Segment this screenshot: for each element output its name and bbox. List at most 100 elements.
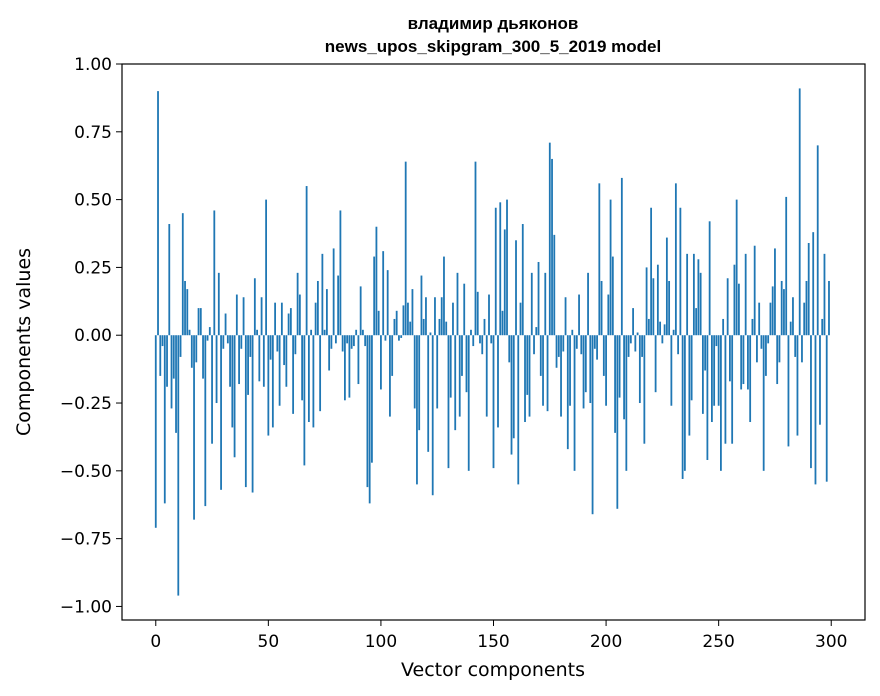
bar — [796, 335, 799, 436]
bar — [627, 335, 630, 357]
bars — [154, 88, 830, 596]
bar — [726, 278, 729, 336]
bar — [256, 329, 258, 336]
bar — [470, 329, 472, 336]
x-tick-label: 100 — [365, 632, 397, 652]
bar — [418, 335, 421, 431]
bar — [386, 270, 389, 336]
bar — [395, 310, 398, 336]
bar — [632, 308, 634, 336]
bar — [285, 335, 288, 387]
bar — [674, 183, 677, 336]
bar — [616, 335, 619, 509]
bar — [501, 310, 504, 336]
bar — [580, 335, 583, 355]
bar — [402, 305, 405, 336]
x-tick-label: 50 — [258, 632, 280, 652]
bar — [821, 318, 824, 336]
bar — [564, 297, 567, 336]
bar — [375, 226, 378, 336]
bar — [366, 335, 369, 488]
bar — [593, 335, 596, 349]
bar — [722, 318, 725, 336]
bar — [208, 327, 211, 336]
bar — [735, 199, 738, 336]
bar — [238, 335, 240, 385]
bar — [235, 294, 238, 336]
bar — [670, 335, 673, 406]
bar — [542, 335, 544, 406]
bar — [528, 335, 531, 417]
bar — [265, 199, 267, 336]
chart-subtitle: news_upos_skipgram_300_5_2019 model — [325, 37, 661, 56]
bar — [458, 335, 461, 417]
bar — [596, 335, 598, 360]
bar — [717, 335, 720, 406]
bar — [445, 321, 448, 336]
bar — [303, 335, 306, 466]
bar — [720, 335, 722, 471]
bar — [629, 335, 632, 344]
bar — [641, 335, 643, 357]
bar — [665, 237, 668, 336]
bar — [186, 289, 189, 336]
bar — [314, 302, 317, 336]
bar — [407, 302, 409, 336]
bar — [715, 335, 718, 347]
bar — [438, 318, 441, 336]
bar — [274, 302, 276, 336]
bar — [325, 289, 328, 336]
bar — [756, 335, 758, 363]
bar — [490, 335, 493, 344]
bar — [512, 335, 515, 439]
bar — [179, 335, 182, 357]
bar — [163, 335, 166, 504]
bar — [362, 329, 364, 336]
bar — [807, 243, 810, 336]
y-tick-label: −0.25 — [60, 394, 112, 414]
bar — [481, 335, 484, 355]
bar — [307, 335, 310, 423]
bar — [355, 329, 358, 336]
bar — [332, 248, 335, 336]
bar — [380, 335, 382, 390]
bar — [825, 335, 828, 482]
bar — [740, 335, 743, 390]
bar — [371, 335, 373, 463]
bar — [801, 335, 803, 363]
x-tick-label: 200 — [590, 632, 622, 652]
bar — [341, 335, 344, 352]
bar — [611, 256, 614, 336]
bar — [224, 313, 227, 336]
bar — [184, 280, 186, 336]
y-tick-label: −0.75 — [60, 530, 112, 550]
bar — [353, 335, 355, 347]
bar — [573, 335, 576, 471]
bar — [443, 256, 445, 336]
bar — [346, 335, 349, 344]
bar — [575, 335, 578, 349]
bar — [231, 335, 234, 428]
bar — [560, 335, 562, 417]
bar — [519, 302, 522, 336]
bar — [499, 202, 502, 336]
bar — [697, 259, 700, 336]
bar — [157, 91, 159, 336]
bar — [587, 272, 589, 336]
bar — [661, 335, 664, 344]
x-tick-label: 300 — [815, 632, 847, 652]
x-tick-label: 0 — [150, 632, 161, 652]
bar — [305, 186, 308, 336]
bar — [765, 335, 767, 376]
bar — [427, 335, 430, 452]
bar — [217, 272, 220, 336]
bar — [461, 335, 463, 376]
bar — [190, 335, 193, 368]
bar — [672, 329, 675, 336]
bar — [535, 327, 538, 336]
bar — [382, 251, 385, 336]
bar — [328, 335, 331, 371]
bar — [434, 297, 436, 336]
bar — [805, 280, 808, 336]
bar — [276, 335, 279, 352]
